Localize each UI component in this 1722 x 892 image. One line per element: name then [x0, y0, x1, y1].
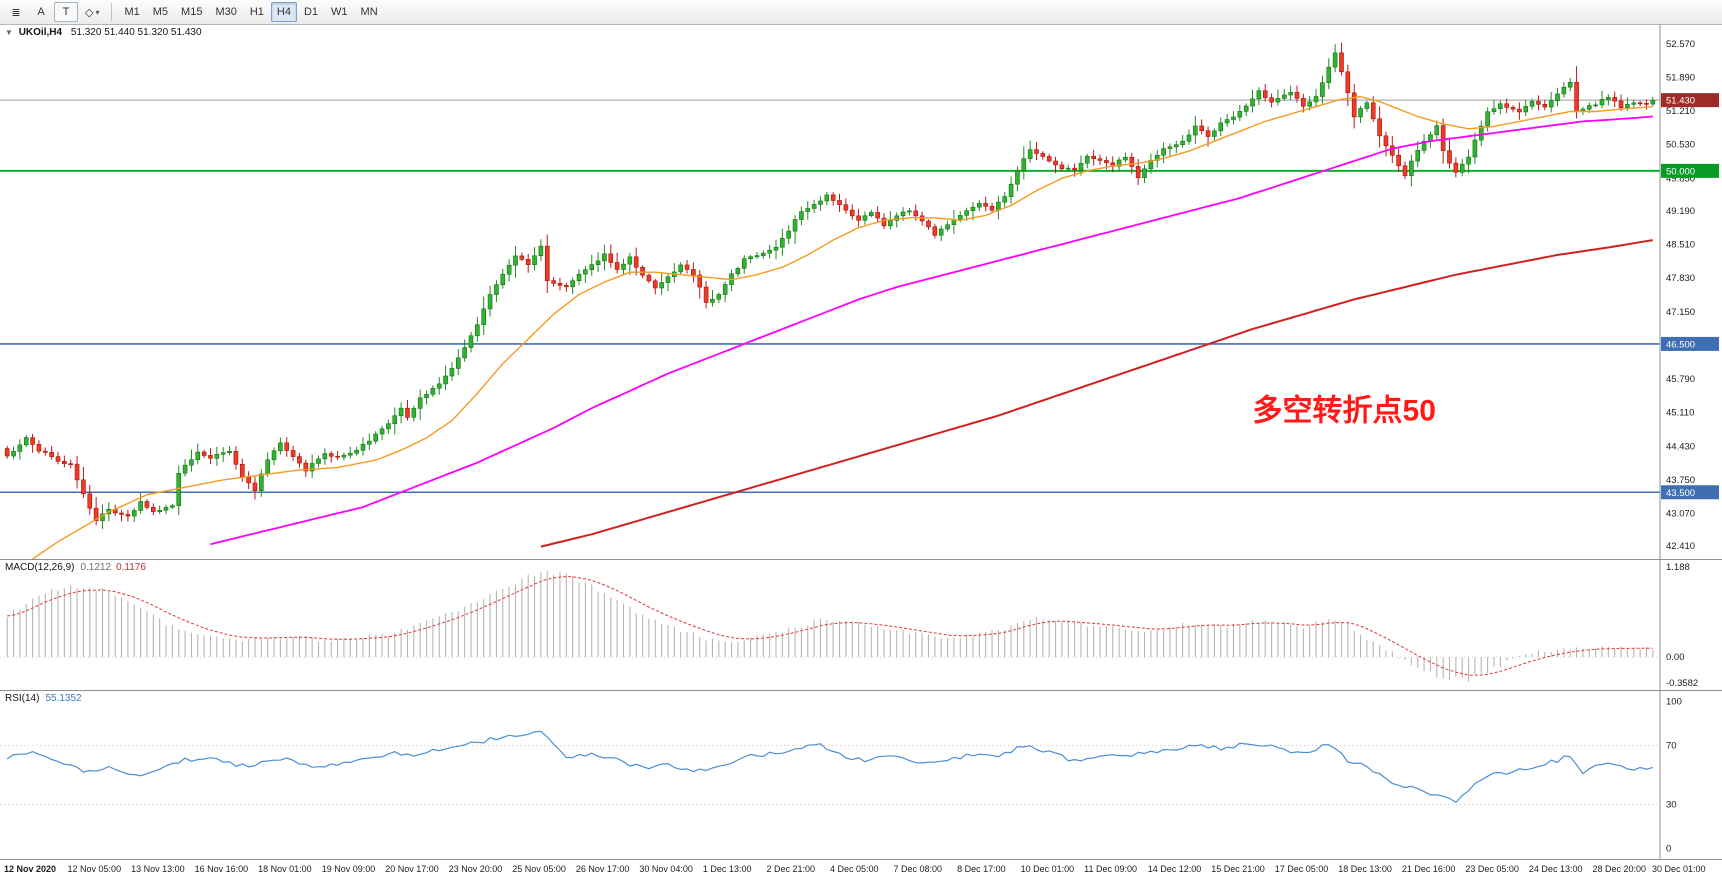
price-tick-label: 51.890 [1666, 72, 1695, 83]
rsi-tick-label: 100 [1666, 696, 1682, 707]
time-label: 4 Dec 05:00 [830, 864, 879, 874]
time-label: 19 Nov 09:00 [321, 864, 376, 874]
timeframe-button-m15[interactable]: M15 [181, 6, 203, 18]
time-label: 30 Dec 01:00 [1652, 864, 1706, 874]
price-chart[interactable]: 多空转折点50 52.570 51.890 51.210 50.530 49.850 49.… [0, 25, 1722, 559]
rsi-tick-label: 70 [1666, 741, 1677, 752]
price-tick-label: 43.070 [1666, 509, 1695, 520]
timeframe-button-m30[interactable]: M30 [215, 6, 237, 18]
macd-tick-label: 0.00 [1666, 652, 1685, 663]
time-axis[interactable]: 12 Nov 2020 12 Nov 05:00 13 Nov 13:00 16 No… [0, 859, 1722, 892]
annotation-text: 多空转折点50 [1253, 395, 1436, 428]
slow-ma-line [540, 239, 1653, 548]
time-label: 12 Nov 05:00 [67, 864, 122, 874]
time-label: 26 Nov 17:00 [575, 864, 630, 874]
price-tick-label: 50.530 [1666, 140, 1695, 151]
candles-layer [4, 42, 1656, 529]
price-badge-46.500: 46.500 [1661, 336, 1719, 351]
timeframe-button-mn[interactable]: MN [360, 6, 378, 18]
macd-tick-label: 1.188 [1666, 562, 1690, 573]
time-label: 18 Nov 01:00 [258, 864, 312, 874]
price-axis-ticks: 52.570 51.890 51.210 50.530 49.850 49.190 48.5… [1666, 39, 1695, 552]
toolbar-separator [111, 3, 113, 21]
mid-ema-line [210, 115, 1653, 546]
price-tick-label: 49.190 [1666, 206, 1695, 217]
time-label: 24 Dec 13:00 [1528, 864, 1583, 874]
time-label: 2 Dec 21:00 [766, 864, 815, 874]
text-box-tool-button[interactable]: T [54, 2, 78, 22]
time-label: 21 Dec 16:00 [1401, 864, 1456, 874]
price-tick-label: 52.570 [1666, 39, 1695, 50]
timeframes-group: M1 M5 M15 M30 H1 H4 D1 W1 MN [118, 2, 383, 22]
timeframe-button-w1[interactable]: W1 [331, 6, 348, 18]
timeframe-button-m5[interactable]: M5 [152, 6, 169, 18]
level-lines-layer [0, 99, 1660, 494]
time-label: 16 Nov 16:00 [194, 864, 249, 874]
svg-text:43.500: 43.500 [1666, 488, 1695, 499]
price-tick-label: 47.150 [1666, 307, 1695, 318]
timeframe-button-h4[interactable]: H4 [270, 2, 297, 22]
price-badge-50.000: 50.000 [1661, 163, 1719, 178]
price-badge-43.500: 43.500 [1661, 485, 1719, 500]
time-label: 20 Nov 17:00 [385, 864, 439, 874]
price-badge-51.430: 51.430 [1661, 93, 1719, 108]
svg-text:50.000: 50.000 [1666, 166, 1695, 177]
drawing-tools-group: ≣ A T ◇ ▾ [4, 2, 105, 22]
timeframe-button-d1[interactable]: D1 [303, 6, 319, 18]
rsi-tick-label: 30 [1666, 799, 1677, 810]
time-label: 18 Dec 13:00 [1338, 864, 1392, 874]
time-label: 7 Dec 08:00 [893, 864, 943, 874]
time-label: 30 Nov 04:00 [639, 864, 693, 874]
price-tick-label: 42.410 [1666, 541, 1695, 552]
time-label: 12 Nov 2020 [4, 864, 57, 874]
toolbar: ≣ A T ◇ ▾ M1 M5 M15 M30 H1 H4 D1 W1 MN [0, 0, 1722, 25]
price-tick-label: 43.750 [1666, 475, 1695, 486]
macd-panel: 1.188 0.00 -0.3582 MACD(12,26,9) 0.1212 0.11… [0, 559, 1722, 690]
price-tick-label: 49.850 [1666, 173, 1695, 184]
text-label-tool-button[interactable]: A [37, 6, 45, 18]
time-label: 17 Dec 05:00 [1274, 864, 1329, 874]
price-tick-label: 45.110 [1666, 408, 1694, 419]
chevron-down-icon: ▾ [95, 7, 100, 17]
time-label: 13 Nov 13:00 [131, 864, 185, 874]
rsi-tick-label: 0 [1666, 844, 1671, 855]
price-tick-label: 47.830 [1666, 273, 1695, 284]
time-label: 14 Dec 12:00 [1147, 864, 1202, 874]
time-label: 15 Dec 21:00 [1211, 864, 1265, 874]
fast-ema-line [31, 95, 1653, 559]
macd-tick-label: -0.3582 [1666, 678, 1698, 689]
macd-chart[interactable]: 1.188 0.00 -0.3582 [0, 560, 1722, 690]
price-tick-label: 45.790 [1666, 374, 1695, 385]
time-label: 25 Nov 05:00 [512, 864, 566, 874]
rsi-panel: 100 70 30 0 RSI(14) 55.1352 [0, 690, 1722, 859]
timeframe-button-h1[interactable]: H1 [249, 6, 264, 18]
rsi-line [6, 730, 1653, 804]
objects-list-tool-button[interactable]: ≣ [11, 6, 21, 19]
time-label: 10 Dec 01:00 [1020, 864, 1075, 874]
price-tick-label: 44.430 [1666, 441, 1695, 452]
main-chart-panel: 多空转折点50 52.570 51.890 51.210 50.530 49.850 49.… [0, 25, 1722, 559]
macd-histogram [6, 571, 1654, 682]
time-label: 23 Dec 05:00 [1465, 864, 1519, 874]
time-label: 28 Dec 20:00 [1592, 864, 1646, 874]
time-label: 11 Dec 09:00 [1084, 864, 1138, 874]
shapes-tool-button[interactable]: ◇ ▾ [85, 6, 100, 19]
macd-signal-line [7, 576, 1653, 676]
svg-text:46.500: 46.500 [1666, 339, 1695, 350]
time-label: 8 Dec 17:00 [957, 864, 1006, 874]
time-label: 1 Dec 13:00 [702, 864, 752, 874]
time-label: 23 Nov 20:00 [448, 864, 503, 874]
price-tick-label: 51.210 [1666, 106, 1695, 117]
timeframe-button-m1[interactable]: M1 [124, 6, 140, 18]
svg-text:51.430: 51.430 [1666, 96, 1695, 107]
rsi-chart[interactable]: 100 70 30 0 [0, 691, 1722, 859]
price-tick-label: 48.510 [1666, 240, 1695, 251]
